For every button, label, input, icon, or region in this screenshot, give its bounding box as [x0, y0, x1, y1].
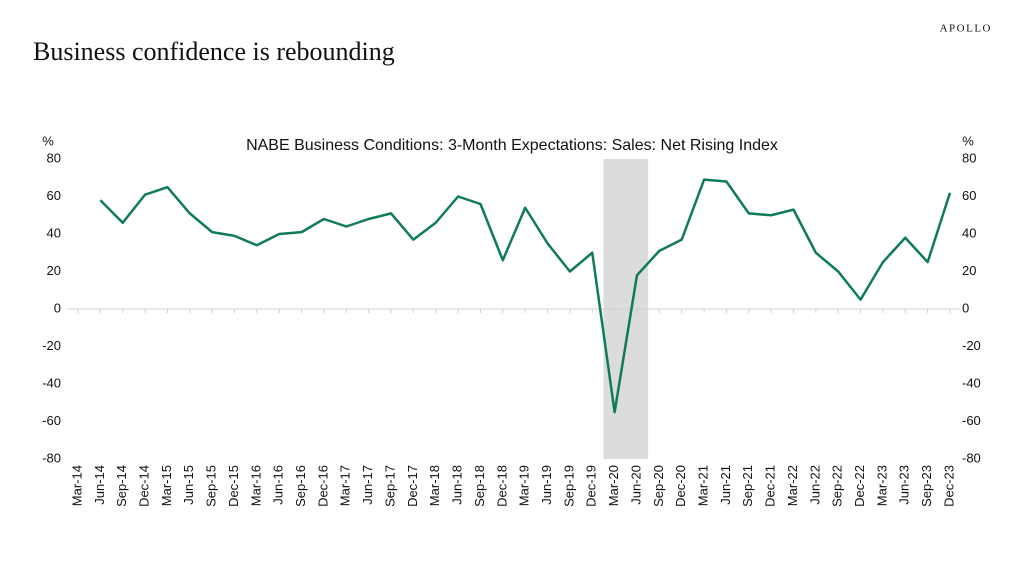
y2-tick-label: -20 — [962, 338, 981, 353]
brand: APOLLO — [940, 23, 992, 35]
x-tick-label: Dec-20 — [673, 465, 688, 507]
x-tick-label: Sep-16 — [293, 465, 308, 507]
x-tick-label: Mar-21 — [695, 465, 710, 506]
chart-title: NABE Business Conditions: 3-Month Expect… — [246, 137, 778, 154]
y-tick-label: 0 — [54, 300, 61, 315]
y-tick-label: 20 — [47, 263, 61, 278]
x-tick-label: Jun-17 — [360, 465, 375, 505]
x-tick-label: Jun-21 — [718, 465, 733, 505]
x-tick-label: Dec-22 — [852, 465, 867, 507]
x-tick-label: Mar-22 — [785, 465, 800, 506]
x-tick-label: Sep-21 — [740, 465, 755, 507]
x-tick-label: Dec-17 — [405, 465, 420, 507]
x-tick-label: Sep-20 — [651, 465, 666, 507]
y2-tick-label: -40 — [962, 375, 981, 390]
x-tick-label: Jun-16 — [271, 465, 286, 505]
y-tick-label: 60 — [47, 188, 61, 203]
x-tick-label: Mar-18 — [427, 465, 442, 506]
x-tick-label: Mar-17 — [338, 465, 353, 506]
x-tick-label: Jun-14 — [92, 465, 107, 505]
y2-tick-label: 0 — [962, 300, 969, 315]
y2-axis-unit: % — [962, 133, 974, 148]
x-tick-label: Jun-19 — [539, 465, 554, 505]
x-tick-label: Sep-22 — [830, 465, 845, 507]
y2-tick-label: -80 — [962, 450, 981, 465]
page-title: Business confidence is rebounding — [33, 37, 395, 66]
x-tick-label: Dec-14 — [137, 465, 152, 507]
x-tick-label: Mar-23 — [874, 465, 889, 506]
x-tick-label: Mar-20 — [606, 465, 621, 506]
y-tick-label: -80 — [42, 450, 61, 465]
x-tick-label: Mar-15 — [159, 465, 174, 506]
y2-tick-label: -60 — [962, 413, 981, 428]
y2-tick-label: 60 — [962, 188, 976, 203]
y2-tick-label: 80 — [962, 150, 976, 165]
x-tick-label: Sep-18 — [472, 465, 487, 507]
y2-tick-label: 20 — [962, 263, 976, 278]
x-tick-label: Mar-16 — [248, 465, 263, 506]
y-tick-label: -40 — [42, 375, 61, 390]
x-tick-label: Sep-19 — [561, 465, 576, 507]
x-tick-label: Sep-23 — [919, 465, 934, 507]
x-tick-label: Dec-23 — [941, 465, 956, 507]
x-tick-label: Dec-15 — [226, 465, 241, 507]
x-tick-label: Sep-15 — [204, 465, 219, 507]
x-tick-label: Dec-16 — [315, 465, 330, 507]
x-tick-label: Sep-14 — [114, 465, 129, 507]
x-tick-label: Jun-22 — [807, 465, 822, 505]
y-tick-label: 80 — [47, 150, 61, 165]
y-tick-label: -20 — [42, 338, 61, 353]
x-tick-label: Mar-19 — [517, 465, 532, 506]
y-tick-label: 40 — [47, 225, 61, 240]
y2-tick-label: 40 — [962, 225, 976, 240]
x-tick-label: Jun-15 — [181, 465, 196, 505]
x-tick-label: Jun-18 — [450, 465, 465, 505]
x-tick-label: Jun-23 — [897, 465, 912, 505]
x-tick-label: Jun-20 — [628, 465, 643, 505]
x-tick-label: Mar-14 — [69, 465, 84, 506]
y-axis-unit: % — [42, 133, 54, 148]
x-tick-label: Dec-21 — [763, 465, 778, 507]
x-tick-label: Sep-17 — [382, 465, 397, 507]
x-tick-label: Dec-19 — [584, 465, 599, 507]
y-tick-label: -60 — [42, 413, 61, 428]
x-tick-label: Dec-18 — [494, 465, 509, 507]
data-line — [99, 178, 952, 414]
